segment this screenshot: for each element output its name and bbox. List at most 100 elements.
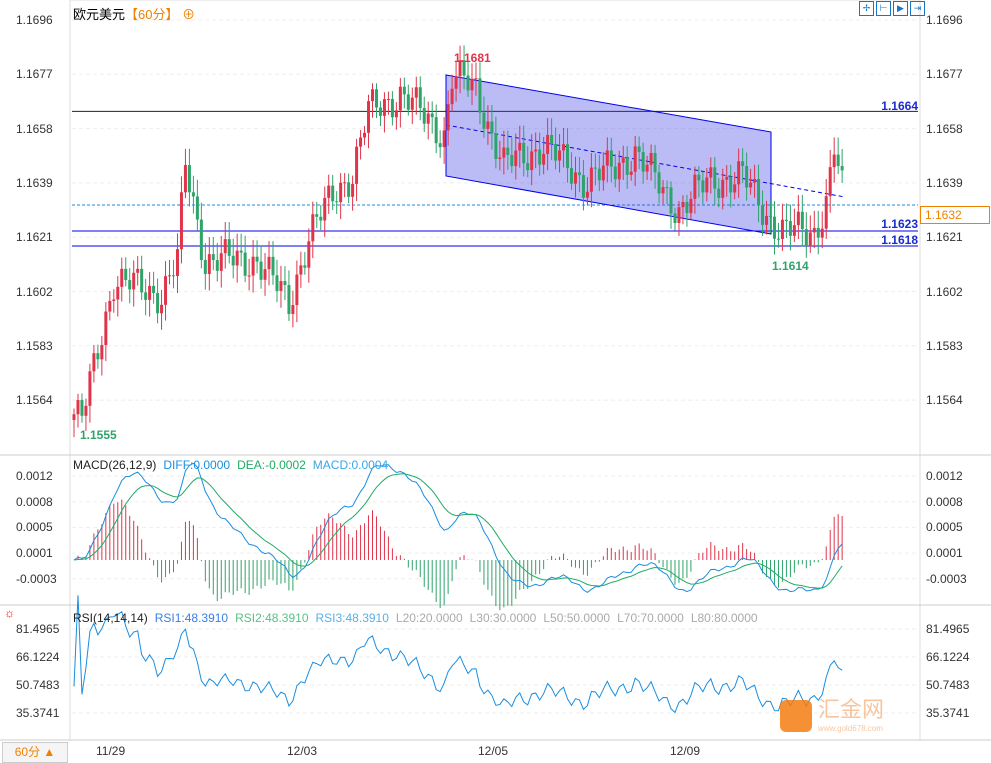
candle-body (804, 229, 808, 246)
x-tick: 12/03 (287, 744, 318, 758)
candle-body (104, 311, 108, 346)
circle-plus-icon[interactable]: ⊕ (182, 7, 196, 22)
x-tick: 11/29 (96, 744, 126, 758)
candle-body (458, 60, 462, 77)
candle-body (593, 167, 597, 169)
candle-body (156, 292, 160, 314)
candle-body (367, 101, 371, 133)
candle-body (402, 86, 406, 95)
candle-body (80, 400, 84, 416)
candle-body (641, 152, 645, 172)
x-tick: 12/05 (478, 744, 509, 758)
candle-body (92, 353, 96, 372)
macd-title: MACD(26,12,9) (73, 458, 157, 472)
candle-body (124, 268, 128, 281)
watermark-logo (780, 700, 812, 732)
candle-body (183, 165, 187, 193)
candle-body (701, 180, 705, 193)
candle-body (335, 201, 339, 203)
candle-body (414, 87, 418, 98)
candle-body (462, 60, 466, 76)
watermark-text: 汇金网 (818, 697, 885, 722)
settings-sun-icon[interactable]: ☼ (4, 606, 15, 620)
candle-body (215, 260, 219, 271)
rsi-tick: 81.4965 (926, 622, 970, 636)
candle-body (422, 107, 426, 124)
price-tick: 1.1658 (926, 121, 963, 136)
candle-body (259, 261, 263, 280)
chart-title: 欧元美元【60分】 ⊕ (73, 4, 195, 23)
candle-body (816, 227, 820, 238)
candle-body (175, 249, 179, 276)
play-icon[interactable]: ▶ (893, 1, 908, 16)
candle-body (152, 285, 156, 293)
candle-body (629, 171, 633, 175)
rsi-l50: L50:50.0000 (543, 611, 611, 625)
macd-tick: -0.0003 (16, 571, 57, 586)
symbol-label: 欧元美元 (73, 7, 126, 22)
price-tick: 1.1696 (926, 13, 963, 27)
macd-legend: MACD(26,12,9) DIFF:0.0000 DEA:-0.0002 MACD:… (73, 458, 395, 472)
candle-body (442, 130, 446, 148)
candle-body (235, 250, 239, 266)
candle-body (96, 353, 100, 360)
candle-body (112, 299, 116, 301)
price-tick: 1.1564 (926, 393, 963, 408)
jump-latest-icon[interactable]: ⇥ (910, 1, 925, 16)
candle-body (792, 225, 796, 236)
candle-body (526, 163, 530, 171)
candle-body (693, 174, 697, 199)
candle-body (721, 179, 725, 198)
candle-body (589, 167, 593, 192)
candle-body (717, 188, 721, 198)
price-tick: 1.1677 (926, 67, 963, 82)
candle-body (542, 153, 546, 165)
price-tick: 1.1677 (16, 67, 53, 82)
price-tick: 1.1621 (16, 230, 53, 245)
period-select-button[interactable]: 60分 ▲ (2, 742, 68, 763)
candle-body (832, 154, 836, 168)
candle-body (609, 150, 613, 167)
candle-body (450, 88, 454, 105)
candle-body (808, 232, 812, 246)
rsi-tick: 35.3741 (16, 706, 60, 720)
crosshair-icon[interactable]: ✢ (859, 1, 874, 16)
candle-body (824, 196, 828, 229)
candle-body (645, 164, 649, 172)
candle-body (506, 147, 510, 155)
candle-body (295, 274, 299, 306)
candle-body (573, 172, 577, 184)
candle-body (685, 201, 689, 214)
candle-body (84, 405, 88, 416)
candle-body (191, 192, 195, 197)
candle-body (554, 144, 558, 161)
candle-body (772, 216, 776, 239)
candle-body (195, 196, 199, 220)
candle-body (653, 152, 657, 173)
candle-body (267, 256, 271, 270)
candle-body (168, 275, 172, 277)
candle-body (776, 238, 780, 240)
candle-body (800, 211, 804, 230)
candle-body (470, 78, 474, 91)
rsi-l70: L70:70.0000 (617, 611, 684, 625)
candle-body (518, 142, 522, 151)
candle-body (199, 219, 203, 261)
candle-body (172, 275, 175, 277)
zoom-range-icon[interactable]: ⊢ (876, 1, 891, 16)
rsi-l20: L20:20.0000 (395, 611, 463, 625)
candle-body (327, 185, 331, 198)
candle-body (697, 174, 701, 181)
rsi-tick: 35.3741 (926, 706, 970, 720)
candle-body (741, 161, 745, 166)
candle-body (478, 78, 482, 113)
candle-body (160, 304, 164, 314)
candle-body (613, 166, 617, 180)
candle-body (283, 281, 287, 286)
candle-body (661, 187, 665, 194)
candle-body (621, 157, 625, 163)
candle-body (323, 197, 327, 221)
rsi-tick: 81.4965 (16, 622, 60, 636)
macd-value: MACD:0.0004 (312, 458, 389, 472)
